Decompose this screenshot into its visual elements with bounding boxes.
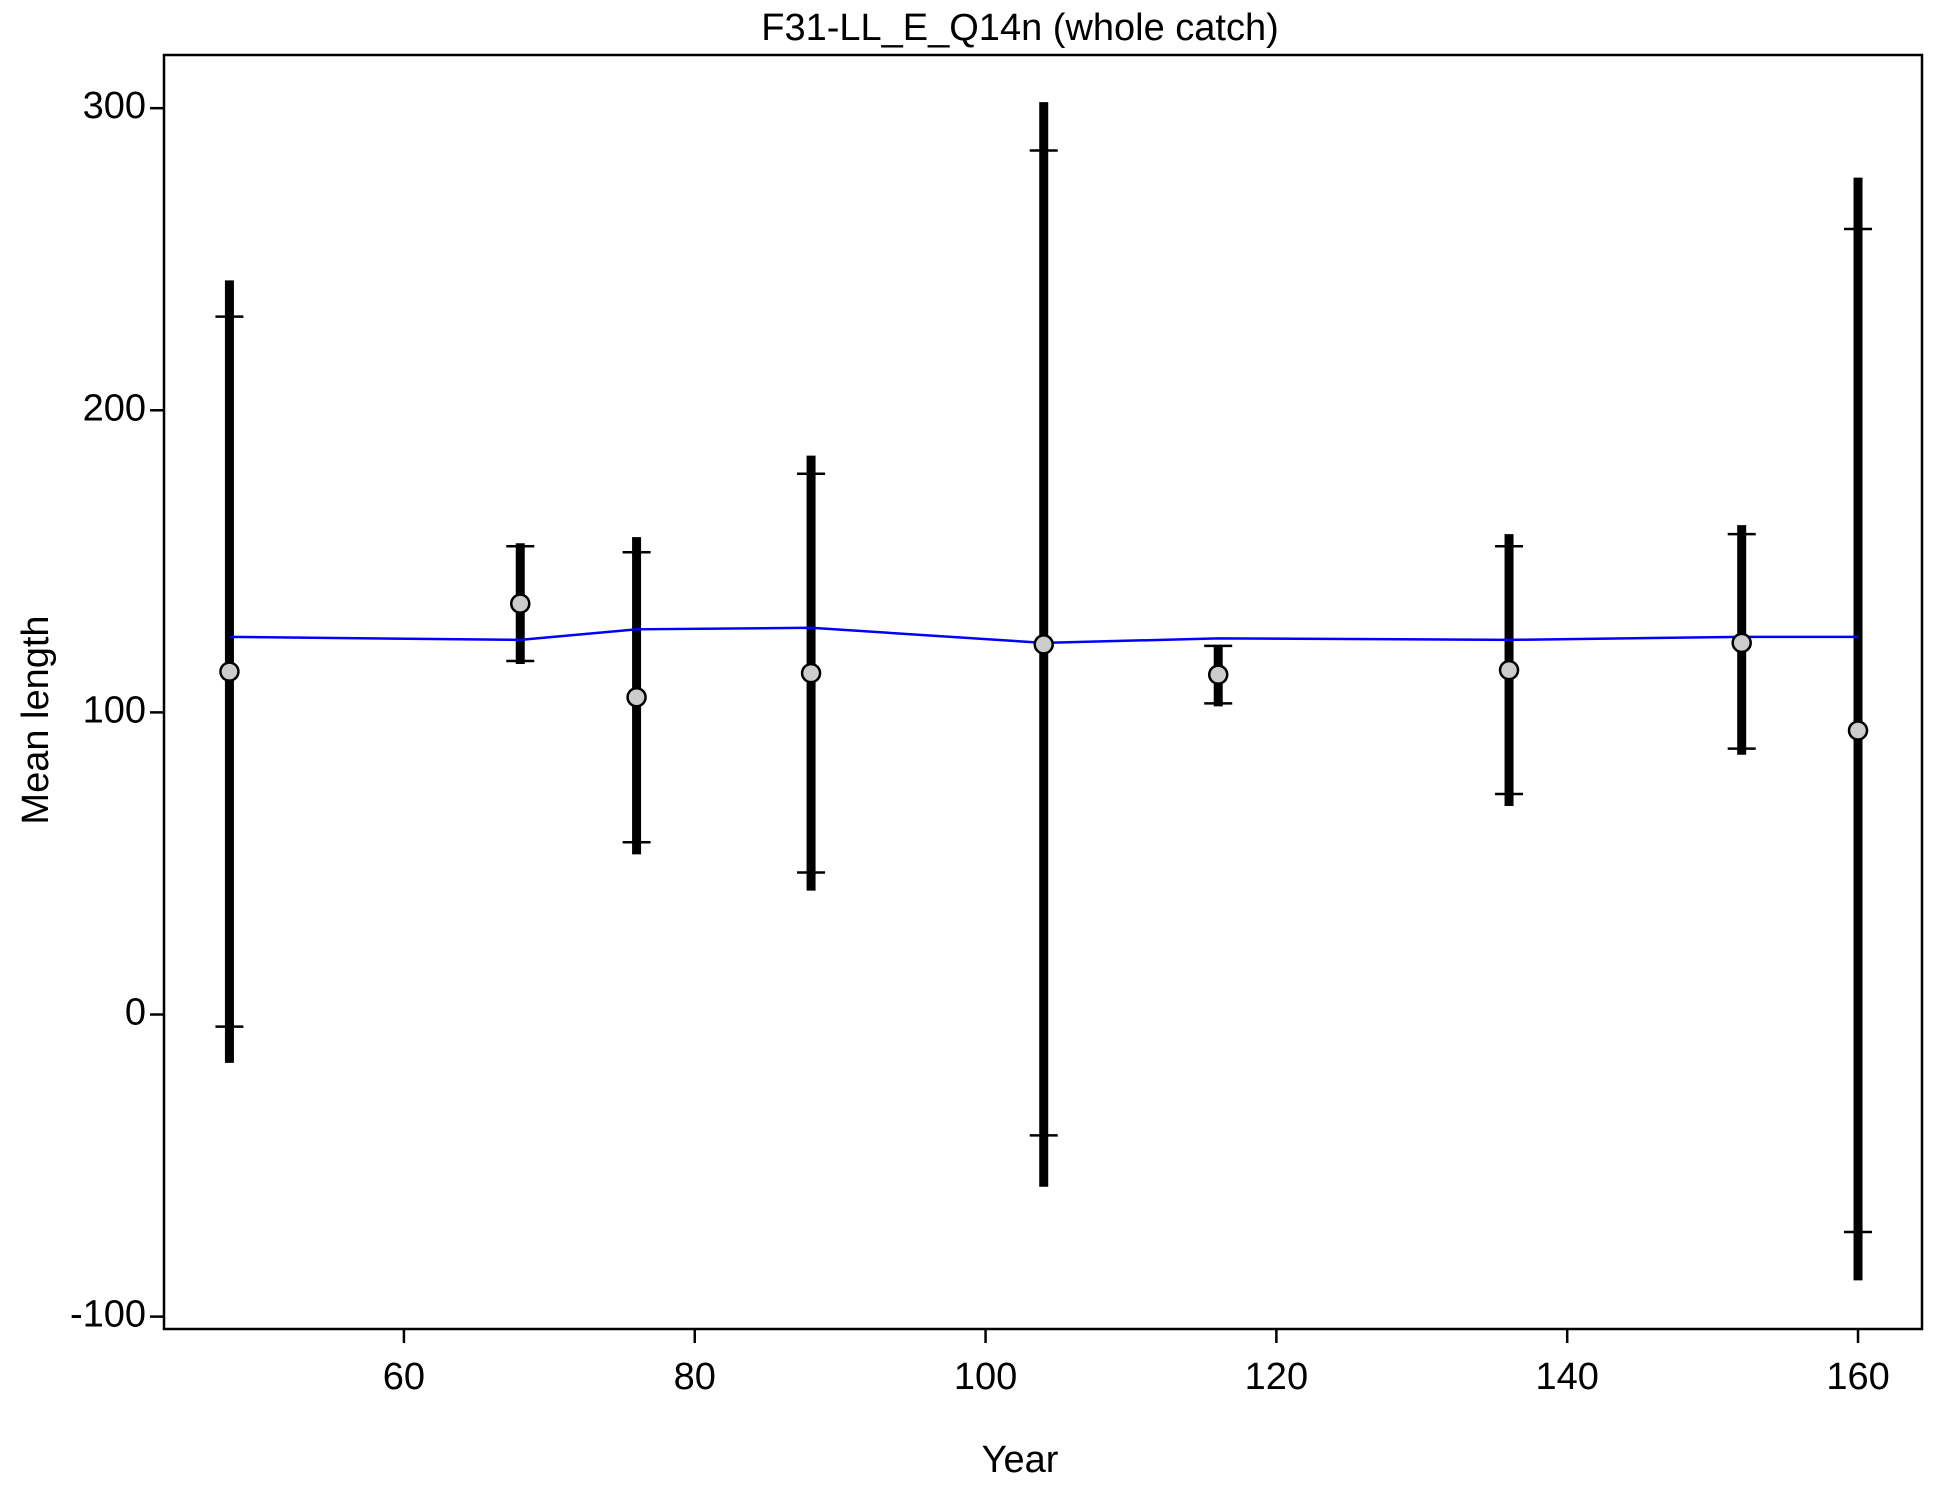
y-tick-label: 0 <box>125 992 146 1034</box>
x-tick-label: 160 <box>1826 1356 1889 1398</box>
x-tick-label: 100 <box>954 1356 1017 1398</box>
plot-frame <box>162 53 1924 1331</box>
observed-point <box>626 687 647 708</box>
x-tick-label: 120 <box>1245 1356 1308 1398</box>
y-tick-label: 100 <box>83 689 146 731</box>
observed-point <box>800 662 822 684</box>
observed-point <box>1498 659 1520 681</box>
chart-title: F31-LL_E_Q14n (whole catch) <box>761 7 1279 49</box>
observed-point <box>1731 632 1752 654</box>
y-tick-label: 300 <box>83 85 146 127</box>
x-tick-label: 140 <box>1535 1356 1598 1398</box>
x-tick-label: 80 <box>674 1356 716 1398</box>
observed-point <box>1033 634 1054 655</box>
y-axis-label: Mean length <box>15 615 57 824</box>
observed-point <box>219 661 240 682</box>
x-tick-label: 60 <box>383 1356 425 1398</box>
observed-point <box>510 593 531 614</box>
x-axis-label: Year <box>982 1439 1059 1481</box>
y-tick-label: -100 <box>70 1294 146 1336</box>
y-tick-label: 200 <box>83 387 146 429</box>
observed-point <box>1847 720 1869 741</box>
observed-point <box>1207 664 1229 685</box>
